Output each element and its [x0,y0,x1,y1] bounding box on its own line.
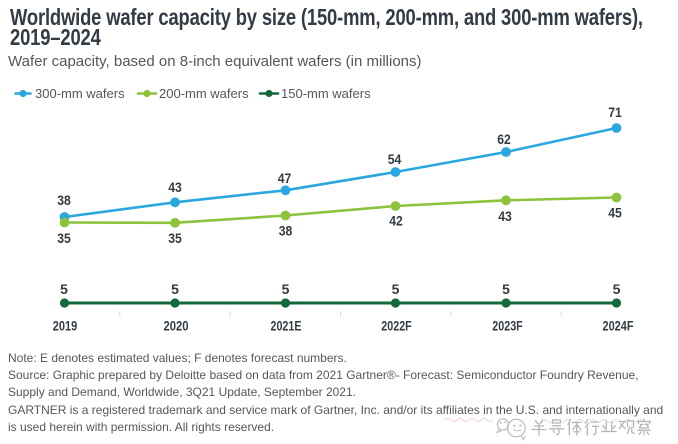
svg-text:2019: 2019 [53,318,78,334]
svg-text:62: 62 [497,131,511,147]
svg-text:2023F: 2023F [492,318,523,334]
svg-text:38: 38 [57,192,71,208]
svg-text:54: 54 [388,151,402,167]
svg-text:45: 45 [608,205,622,221]
svg-text:5: 5 [171,281,179,297]
svg-text:5: 5 [60,281,68,297]
svg-text:47: 47 [278,170,292,186]
svg-text:2020: 2020 [164,318,189,334]
svg-text:2024F: 2024F [603,318,634,334]
svg-text:2021E: 2021E [271,318,302,334]
svg-text:2022F: 2022F [381,318,412,334]
svg-text:5: 5 [392,281,400,297]
svg-text:5: 5 [502,281,510,297]
svg-text:35: 35 [168,230,182,246]
svg-text:42: 42 [389,213,403,229]
svg-text:43: 43 [498,208,512,224]
svg-text:71: 71 [608,104,622,120]
svg-text:5: 5 [282,281,290,297]
svg-text:38: 38 [279,223,293,239]
svg-text:35: 35 [57,230,71,246]
svg-text:43: 43 [168,179,182,195]
svg-text:5: 5 [613,281,621,297]
